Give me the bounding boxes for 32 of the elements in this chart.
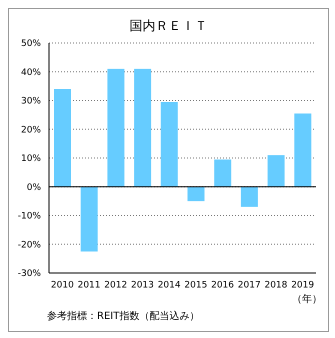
x-tick-label: 2012 — [104, 280, 128, 290]
x-tick-label: 2013 — [130, 280, 154, 290]
bar — [107, 68, 124, 187]
bar — [188, 186, 204, 202]
bar — [268, 155, 285, 187]
y-tick-label: -10% — [18, 212, 42, 222]
x-tick-label: 2017 — [238, 280, 261, 290]
chart-title: 国内ＲＥＩＴ — [128, 18, 208, 35]
bar — [160, 102, 178, 187]
y-tick-label: 40% — [20, 68, 42, 78]
bar — [134, 68, 152, 187]
y-tick-label: -30% — [18, 269, 42, 280]
x-tick-label: 2014 — [158, 280, 181, 290]
x-tick-label: 2011 — [78, 280, 101, 290]
y-tick-label: -20% — [18, 240, 42, 250]
x-tick-label: 2018 — [264, 280, 288, 290]
text: 参考指標：REIT指数（配当込み） — [47, 310, 200, 323]
x-tick-label: 2016 — [211, 280, 234, 290]
x-axis-title: （年） — [292, 293, 322, 306]
x-tick-label: 2010 — [50, 280, 74, 290]
bar — [294, 113, 312, 187]
y-tick-label: 30% — [20, 96, 42, 107]
y-tick-label: 0% — [26, 182, 42, 193]
y-tick-label: 50% — [20, 39, 42, 50]
bar — [214, 159, 232, 187]
x-tick-label: 2019 — [291, 280, 314, 290]
x-tick-label: 2015 — [184, 280, 208, 290]
bar — [54, 89, 71, 187]
bar — [80, 186, 98, 252]
y-tick-label: 10% — [20, 154, 42, 164]
bar — [240, 186, 258, 207]
y-tick-label: 20% — [20, 125, 42, 136]
